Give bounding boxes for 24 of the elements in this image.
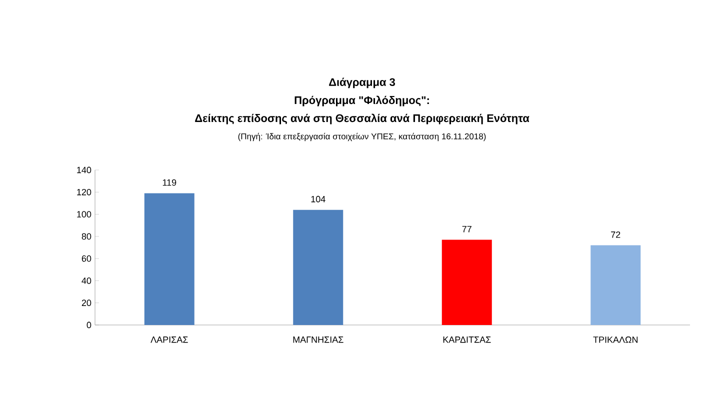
x-tick-label: ΜΑΓΝΗΣΙΑΣ (293, 336, 344, 343)
y-tick-label: 0 (86, 322, 92, 328)
text: Δείκτης επίδοσης ανά στη Θεσσαλία ανά Περιφερειακή Ενότητα (195, 114, 530, 124)
x-tick-label: ΚΑΡΔΙΤΣΑΣ (443, 336, 491, 343)
chart-title: Διάγραμμα 3 (329, 78, 396, 88)
y-tick-label: 40 (82, 278, 92, 284)
bar (590, 245, 641, 325)
text: (Πηγή: Ίδια επεξεργασία στοιχείων ΥΠΕΣ, κατάσταση 16.11.2018) (238, 132, 486, 142)
y-tick-label: 120 (77, 188, 92, 196)
data-label: 119 (162, 179, 176, 186)
data-label: 77 (462, 226, 472, 232)
y-tick-label: 100 (77, 211, 92, 218)
y-tick-label: 20 (82, 300, 92, 306)
chart-subtitle: Πρόγραμμα "Φιλόδημος": (294, 96, 429, 106)
bar (144, 193, 194, 325)
bar (293, 210, 344, 325)
y-tick-label: 140 (77, 166, 92, 174)
y-tick-label: 60 (82, 255, 92, 262)
data-label: 72 (611, 231, 620, 238)
bar (442, 240, 492, 325)
x-tick-label: ΤΡΙΚΑΛΩΝ (593, 336, 638, 343)
x-tick-label: ΛΑΡΙΣΑΣ (150, 336, 188, 343)
y-tick-label: 80 (82, 233, 92, 240)
data-label: 104 (311, 196, 326, 202)
